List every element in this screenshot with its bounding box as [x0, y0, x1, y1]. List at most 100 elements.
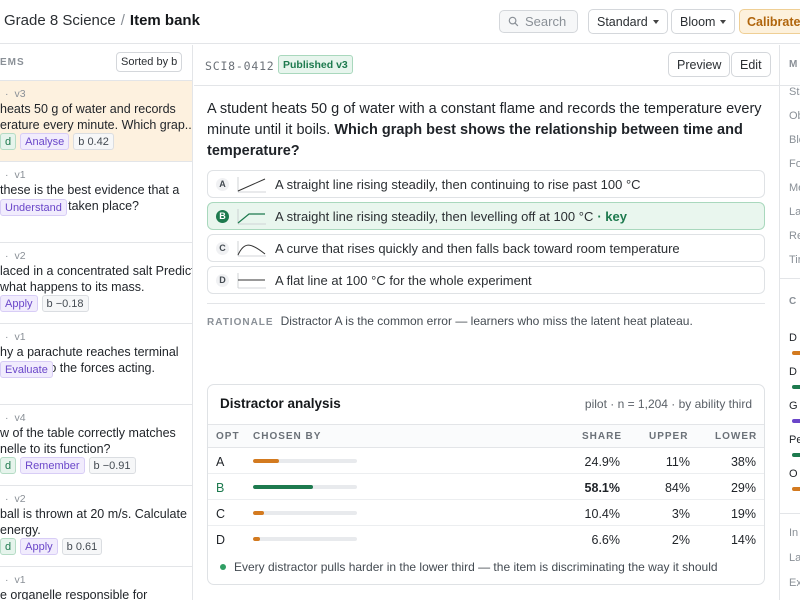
tag-badge: Apply — [0, 295, 38, 312]
tag-badge: b 0.42 — [73, 133, 114, 150]
metadata-footer-label: Ex — [789, 577, 800, 589]
top-bar: Grade 8 Science / Item bank Search Standar… — [0, 0, 800, 44]
option-letter: A — [216, 177, 229, 191]
lower-value: 38% — [730, 455, 756, 469]
metadata-footer-label: In — [789, 527, 799, 539]
option-letter: D — [216, 273, 229, 287]
bullet-icon: · — [5, 250, 9, 262]
sort-button[interactable]: Sorted by b — [116, 52, 183, 72]
item-version: · v4 — [5, 412, 26, 424]
version-label: v1 — [14, 331, 26, 343]
metadata-field-label: Fo — [789, 158, 800, 170]
chevron-down-icon — [652, 19, 659, 24]
calibrated-filter-label: Calibrated — [747, 14, 800, 29]
table-row: A 24.9% 11% 38% — [208, 448, 764, 474]
rise-plateau-graph-icon — [237, 208, 266, 224]
table-row: C 10.4% 3% 19% — [208, 500, 764, 526]
metadata-footer-label: La — [789, 552, 800, 564]
calibrated-filter[interactable]: Calibrated — [739, 9, 800, 34]
metadata-row-bar — [792, 385, 800, 389]
status-dot-icon — [220, 564, 226, 570]
standard-dropdown[interactable]: Standard — [588, 9, 668, 34]
lower-value: 14% — [730, 533, 756, 547]
divider — [194, 85, 779, 86]
list-item[interactable]: · v4 w of the table correctly matches nell… — [0, 405, 192, 486]
column-header-chosen-by: CHOSEN BY — [253, 431, 322, 442]
analysis-note-text: Every distractor pulls harder in the low… — [234, 560, 718, 574]
bullet-icon: · — [5, 493, 9, 505]
metadata-field-label: Me — [789, 182, 800, 194]
item-version: · v1 — [5, 574, 26, 586]
tag-badge: b 0.61 — [61, 538, 103, 555]
item-detail: SCI8-0412 Published v3 Preview Edit A st… — [194, 45, 779, 600]
item-tags: Apply b −0.18 — [0, 295, 89, 312]
edit-button[interactable]: Edit — [731, 52, 771, 77]
answer-option[interactable]: D A flat line at 100 °C for the whole exp… — [207, 266, 765, 294]
item-list-title: EMS — [0, 57, 25, 68]
list-item[interactable]: · v2 ball is thrown at 20 m/s. Calculate e… — [0, 486, 192, 567]
version-label: v1 — [14, 574, 26, 586]
tag-badge: Apply — [20, 538, 58, 555]
list-item[interactable]: · v1 hy a parachute reaches terminal eferr… — [0, 324, 192, 405]
share-bar-fill — [253, 537, 260, 541]
option-label: D — [216, 533, 226, 547]
distractor-analysis-card: Distractor analysis pilot · n = 1,204 · … — [207, 384, 765, 585]
column-header-upper: UPPER — [649, 431, 689, 442]
metadata-field-label: Sta — [789, 86, 800, 98]
table-row: B 58.1% 84% 29% — [208, 474, 764, 500]
item-tags: Evaluate — [0, 361, 53, 378]
bloom-dropdown[interactable]: Bloom — [671, 9, 736, 34]
upper-value: 2% — [671, 533, 690, 547]
metadata-row-bar — [792, 351, 800, 355]
item-tags: d Apply b 0.61 — [0, 538, 103, 555]
list-item[interactable]: · v2 laced in a concentrated salt Predict … — [0, 243, 192, 324]
breadcrumb-parent[interactable]: Grade 8 Science — [4, 12, 116, 29]
list-item[interactable]: · v1 these is the best evidence that a cha… — [0, 162, 192, 243]
metadata-field-label: La — [789, 206, 800, 218]
share-bar — [253, 511, 357, 515]
chevron-down-icon — [720, 19, 727, 24]
bullet-icon: · — [5, 574, 9, 586]
tag-badge: d — [0, 133, 17, 150]
item-id: SCI8-0412 — [205, 59, 275, 73]
metadata-row-label: D — [789, 366, 797, 378]
item-version: · v1 — [5, 331, 26, 343]
lower-value: 19% — [730, 507, 756, 521]
rationale: RATIONALE Distractor A is the common erro… — [207, 314, 693, 328]
question-prompt: Which graph best shows the relationship … — [207, 122, 743, 159]
divider — [780, 85, 800, 86]
share-value: 10.4% — [584, 507, 620, 521]
answer-option[interactable]: C A curve that rises quickly and then fal… — [207, 234, 765, 262]
rationale-text: Distractor A is the common error — learn… — [280, 314, 693, 328]
metadata-row-bar — [792, 419, 800, 423]
share-value: 58.1% — [584, 481, 620, 495]
metadata-field-label: Ob — [789, 110, 800, 122]
item-version: · v1 — [5, 169, 26, 181]
item-list-panel: EMS Sorted by b · v3 heats 50 g of water a… — [0, 45, 193, 600]
item-version: · v3 — [5, 88, 26, 100]
search-icon — [508, 16, 519, 27]
bullet-icon: · — [5, 331, 9, 343]
option-label: C — [216, 507, 226, 521]
status-badge: Published v3 — [278, 55, 353, 74]
share-bar-fill — [253, 485, 314, 489]
list-item[interactable]: · v3 heats 50 g of water and records eratu… — [0, 81, 192, 162]
standard-dropdown-label: Standard — [597, 14, 648, 29]
answer-option[interactable]: A A straight line rising steadily, then c… — [207, 170, 765, 198]
share-bar-fill — [253, 511, 264, 515]
option-label: B — [216, 481, 225, 495]
metadata-field-label: Blo — [789, 134, 800, 146]
metadata-row-label: G — [789, 400, 798, 412]
preview-button[interactable]: Preview — [668, 52, 731, 77]
share-bar — [253, 537, 357, 541]
answer-option[interactable]: B A straight line rising steadily, then l… — [207, 202, 765, 230]
search-input[interactable]: Search — [499, 10, 578, 33]
list-item[interactable]: · v1 e organelle responsible for — [0, 567, 192, 600]
key-label: · key — [597, 208, 627, 224]
distractor-analysis-title: Distractor analysis — [220, 396, 341, 411]
flat-line-graph-icon — [237, 272, 266, 288]
tag-badge: b −0.18 — [41, 295, 89, 312]
question-text: A student heats 50 g of water with a con… — [207, 101, 762, 138]
divider — [780, 278, 800, 279]
column-header-lower: LOWER — [715, 431, 758, 442]
